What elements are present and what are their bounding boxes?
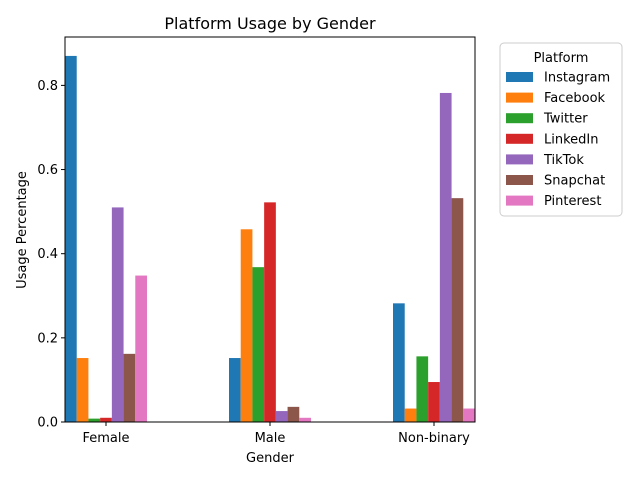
legend-swatch-twitter [506, 113, 533, 124]
legend-label-pinterest: Pinterest [544, 194, 601, 209]
legend-swatch-tiktok [506, 154, 533, 165]
legend-label-facebook: Facebook [544, 91, 606, 106]
x-tick-label: Female [82, 431, 129, 446]
bar-instagram-female [65, 55, 77, 423]
y-axis-label: Usage Percentage [15, 171, 30, 289]
legend-swatch-instagram [506, 72, 533, 82]
bar-facebook-female [76, 358, 89, 422]
y-tick-label: 0.8 [37, 79, 58, 94]
bar-twitter-non-binary [416, 356, 429, 422]
legend-frame [499, 42, 623, 217]
legend-swatch-facebook [506, 92, 533, 103]
y-tick-label: 0.2 [37, 331, 58, 346]
x-axis-label: Gender [246, 451, 295, 466]
legend-swatch-snapchat [506, 175, 533, 185]
legend-items: Instagram Facebook Twitter LinkedIn TikTok Sn… [506, 71, 610, 209]
bar-tiktok-female [111, 207, 124, 422]
bar-snapchat-non-binary [451, 198, 464, 422]
bar-snapchat-female [123, 353, 136, 422]
y-tick-label: 0.0 [37, 416, 58, 431]
legend-title: Platform [534, 51, 589, 66]
bar-twitter-male [252, 267, 265, 422]
x-axis: Female Male Non-binary [82, 422, 470, 446]
y-axis: 0.0 0.2 0.4 0.6 0.8 [37, 79, 65, 431]
x-tick-label: Male [255, 431, 286, 446]
bar-instagram-non-binary [393, 303, 405, 422]
bar-facebook-male [240, 229, 253, 422]
legend-swatch-linkedin [506, 133, 533, 144]
y-tick-label: 0.6 [37, 163, 58, 178]
legend: Platform Instagram Facebook Twitter LinkedI… [499, 42, 623, 217]
bar-twitter-female [88, 418, 101, 422]
bars-group [65, 55, 475, 423]
bar-linkedin-male [264, 202, 276, 422]
bar-pinterest-male [299, 417, 311, 422]
legend-label-linkedin: LinkedIn [544, 132, 598, 147]
bar-linkedin-non-binary [428, 382, 440, 422]
bar-pinterest-female [135, 275, 147, 422]
bar-tiktok-non-binary [439, 92, 452, 423]
bar-snapchat-male [287, 406, 300, 422]
bar-instagram-male [229, 358, 241, 422]
bar-facebook-non-binary [404, 408, 417, 422]
legend-swatch-pinterest [506, 195, 533, 206]
legend-label-instagram: Instagram [544, 71, 610, 86]
legend-label-twitter: Twitter [543, 112, 588, 127]
chart-title: Platform Usage by Gender [164, 14, 376, 33]
bar-pinterest-non-binary [463, 408, 475, 422]
y-tick-label: 0.4 [37, 247, 58, 262]
x-tick-label: Non-binary [398, 431, 470, 446]
legend-label-snapchat: Snapchat [544, 174, 605, 189]
legend-label-tiktok: TikTok [543, 153, 584, 168]
bar-linkedin-female [100, 417, 112, 422]
bar-tiktok-male [275, 411, 288, 422]
